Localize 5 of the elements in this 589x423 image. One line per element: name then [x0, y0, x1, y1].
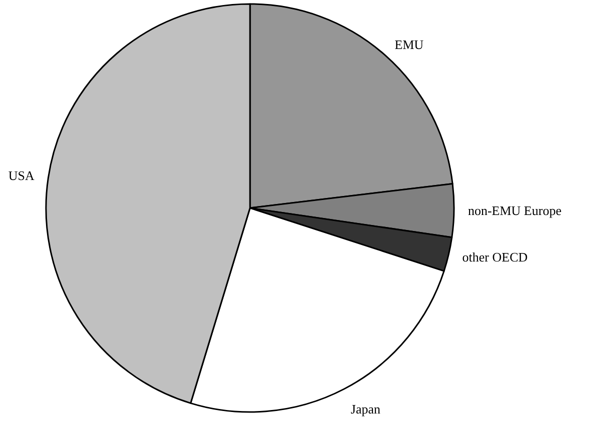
slice-label: USA — [8, 168, 35, 183]
slice-label: other OECD — [462, 250, 528, 265]
slice-label: non-EMU Europe — [468, 202, 562, 218]
slice-label: Japan — [350, 401, 381, 416]
slice-label: EMU — [394, 36, 424, 52]
